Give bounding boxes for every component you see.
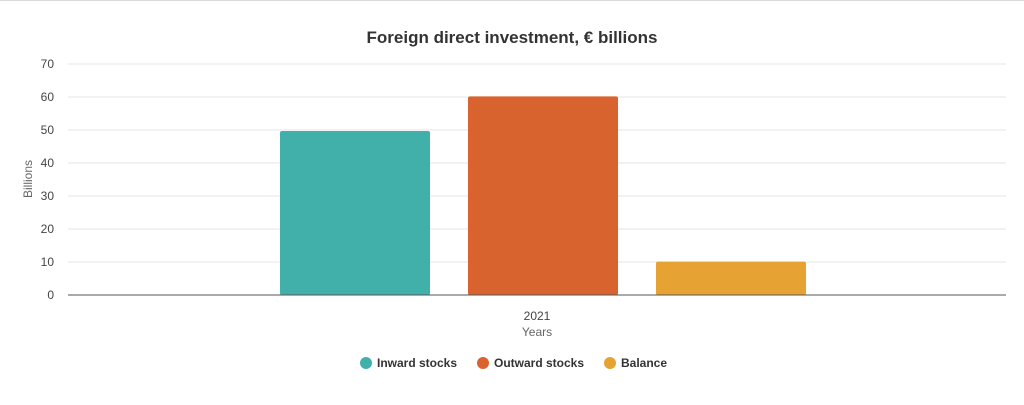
y-axis-ticks: 0 10 20 30 40 50 60 70 (41, 57, 55, 302)
y-tick-label: 60 (41, 90, 55, 104)
legend-swatch (604, 357, 616, 369)
legend-item-outward-stocks[interactable]: Outward stocks (477, 356, 584, 370)
legend-item-balance[interactable]: Balance (604, 356, 667, 370)
y-axis-label: Billions (21, 160, 35, 198)
y-tick-label: 40 (41, 156, 55, 170)
legend-swatch (477, 357, 489, 369)
legend-label: Balance (621, 356, 667, 370)
y-tick-label: 70 (41, 57, 55, 71)
legend: Inward stocks Outward stocks Balance (360, 356, 667, 370)
legend-item-inward-stocks[interactable]: Inward stocks (360, 356, 457, 370)
chart-title: Foreign direct investment, € billions (367, 28, 658, 47)
y-tick-label: 30 (41, 189, 55, 203)
legend-swatch (360, 357, 372, 369)
x-tick-label: 2021 (524, 309, 551, 323)
y-tick-label: 0 (47, 288, 54, 302)
bar-outward-stocks[interactable] (468, 96, 618, 295)
x-axis-label: Years (522, 325, 552, 339)
legend-label: Outward stocks (494, 356, 584, 370)
legend-label: Inward stocks (377, 356, 457, 370)
bar-balance[interactable] (656, 261, 806, 295)
bars (280, 96, 806, 295)
y-tick-label: 10 (41, 255, 55, 269)
bar-inward-stocks[interactable] (280, 130, 430, 295)
y-tick-label: 20 (41, 222, 55, 236)
y-tick-label: 50 (41, 123, 55, 137)
